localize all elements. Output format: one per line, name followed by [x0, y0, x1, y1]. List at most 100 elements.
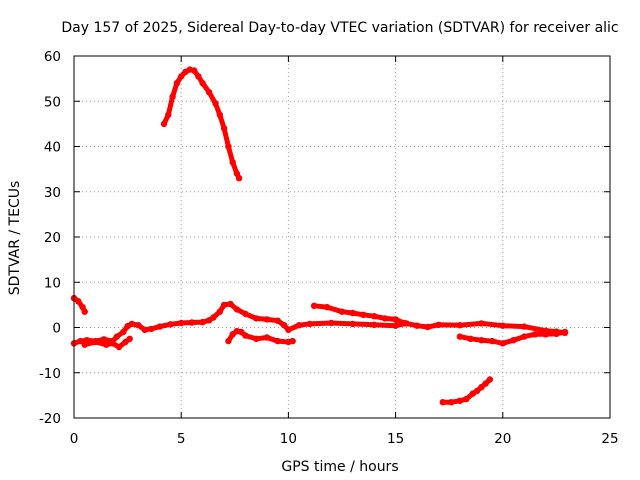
- data-point: [448, 399, 455, 406]
- data-point: [220, 125, 228, 132]
- data-point: [478, 384, 485, 391]
- data-point: [178, 73, 185, 80]
- y-tick-label: 0: [52, 321, 61, 337]
- data-point: [169, 93, 176, 100]
- data-point: [167, 321, 174, 328]
- data-point: [463, 395, 470, 403]
- data-point: [323, 303, 331, 311]
- data-point: [141, 326, 148, 333]
- data-point: [392, 316, 399, 323]
- data-point: [135, 322, 142, 329]
- data-point: [128, 320, 136, 328]
- data-point: [100, 336, 108, 343]
- data-point: [199, 79, 206, 87]
- data-point: [126, 335, 133, 342]
- data-point: [113, 333, 121, 340]
- data-point: [510, 337, 517, 344]
- data-point: [456, 397, 464, 404]
- data-point: [561, 328, 569, 336]
- data-point: [310, 302, 318, 309]
- x-axis-label: GPS time / hours: [281, 459, 398, 475]
- x-tick-label: 15: [387, 431, 404, 447]
- data-point: [77, 337, 84, 345]
- data-point: [486, 376, 494, 383]
- data-point: [81, 341, 88, 348]
- data-point: [216, 308, 223, 315]
- data-point: [456, 322, 464, 329]
- y-tick-label: 20: [44, 230, 61, 246]
- data-point: [225, 337, 232, 345]
- data-point: [160, 120, 168, 128]
- data-point: [349, 309, 356, 317]
- data-point: [360, 311, 367, 318]
- data-point: [263, 316, 271, 323]
- data-point: [109, 340, 116, 347]
- data-point: [165, 111, 172, 119]
- y-tick-label: 60: [44, 49, 61, 65]
- data-point: [253, 335, 260, 342]
- x-tick-label: 5: [177, 431, 186, 447]
- data-point: [178, 319, 185, 327]
- y-tick-label: 50: [44, 94, 61, 110]
- data-point: [263, 334, 271, 341]
- y-tick-label: -10: [39, 366, 61, 382]
- data-point: [235, 175, 243, 182]
- data-point: [295, 322, 303, 329]
- data-point: [542, 331, 549, 338]
- data-point: [190, 67, 198, 74]
- data-point: [212, 100, 219, 107]
- data-point: [210, 314, 217, 321]
- data-point: [499, 322, 506, 329]
- data-point: [289, 337, 296, 345]
- data-point: [499, 340, 506, 347]
- data-point: [173, 79, 181, 87]
- axis-ticks: 0 5 10 15 20 25 -20 -10 0 10 20 30 40 50 60: [39, 49, 619, 447]
- data-point: [120, 328, 127, 336]
- data-point: [227, 300, 234, 308]
- data-point: [229, 159, 236, 166]
- data-point: [478, 320, 485, 327]
- data-point: [482, 380, 489, 387]
- data-point: [156, 323, 163, 330]
- data-point: [328, 319, 335, 327]
- data-point: [381, 315, 389, 322]
- data-point: [92, 338, 99, 346]
- data-point: [473, 387, 481, 395]
- data-point: [253, 315, 260, 322]
- data-series: [70, 66, 569, 406]
- x-tick-label: 0: [70, 431, 79, 447]
- data-point: [274, 337, 281, 345]
- data-point: [401, 319, 408, 327]
- y-tick-label: 10: [44, 275, 61, 291]
- data-point: [371, 321, 378, 328]
- data-point: [148, 325, 155, 333]
- x-tick-label: 10: [280, 431, 297, 447]
- data-point: [553, 330, 560, 337]
- data-point: [531, 331, 539, 338]
- data-point: [413, 322, 421, 329]
- data-point: [338, 308, 346, 315]
- data-point: [467, 335, 474, 342]
- y-tick-label: -20: [39, 411, 61, 427]
- data-point: [225, 143, 232, 150]
- data-point: [216, 111, 223, 119]
- grid-lines: [74, 56, 610, 418]
- data-point: [238, 328, 245, 336]
- data-point: [195, 73, 202, 80]
- data-point: [424, 323, 431, 331]
- y-axis-label: SDTVAR / TECUs: [7, 181, 23, 296]
- x-tick-label: 20: [494, 431, 511, 447]
- data-point: [521, 333, 528, 340]
- data-point: [392, 322, 399, 329]
- data-point: [233, 306, 241, 313]
- data-point: [274, 317, 281, 324]
- data-point: [456, 333, 464, 340]
- data-point: [81, 308, 88, 315]
- data-point: [205, 89, 213, 96]
- data-point: [242, 310, 249, 318]
- data-point: [478, 337, 485, 344]
- data-point: [242, 332, 249, 339]
- data-point: [188, 319, 196, 326]
- y-tick-label: 30: [44, 185, 61, 201]
